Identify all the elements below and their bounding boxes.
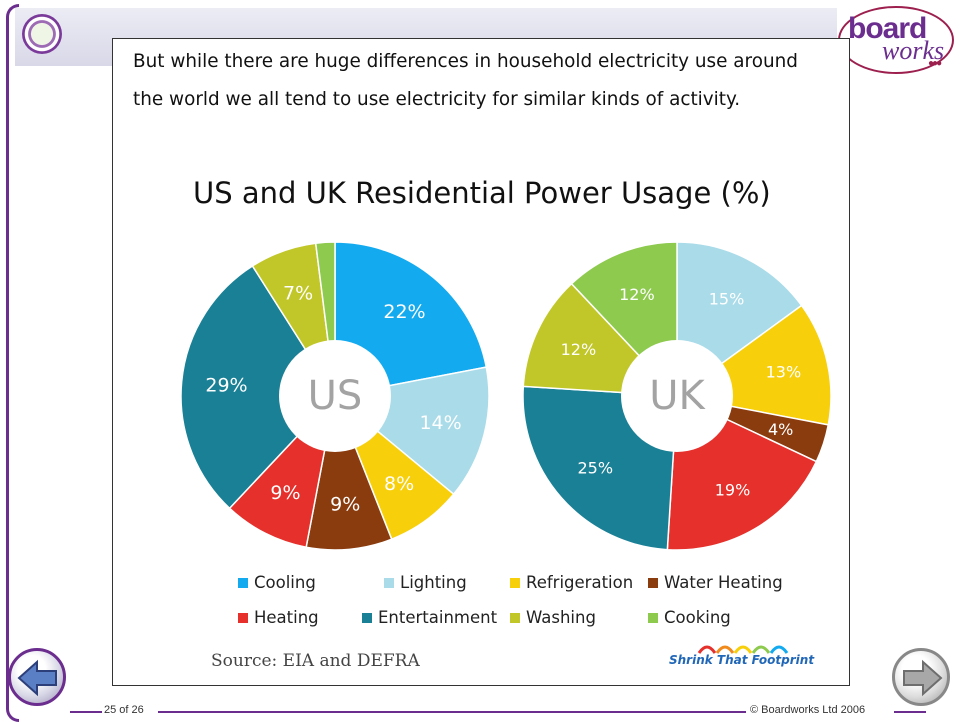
- pie-slice-us-entertainment: [180, 264, 336, 510]
- legend-label: Refrigeration: [526, 573, 634, 592]
- logo-arcs-icon: [697, 645, 789, 654]
- legend-label: Entertainment: [378, 608, 498, 627]
- legend-label: Washing: [526, 608, 596, 627]
- doughnut-hole: [621, 340, 733, 452]
- back-arrow-icon: [17, 659, 57, 697]
- legend-label: Heating: [254, 608, 319, 627]
- footer-line-left: [70, 711, 102, 713]
- logo-dots: ●●●: [928, 58, 942, 69]
- legend-item-washing: Washing: [510, 608, 596, 627]
- slide-content: But while there are huge differences in …: [112, 38, 850, 686]
- previous-slide-button[interactable]: [8, 648, 66, 706]
- slice-label: 9%: [270, 482, 300, 504]
- legend-item-lighting: Lighting: [384, 573, 467, 592]
- slide-frame: [6, 4, 19, 722]
- pie-slice-us-water-heating: [305, 393, 393, 551]
- intro-text: But while there are huge differences in …: [133, 51, 798, 110]
- legend-swatch: [362, 612, 372, 623]
- pie-center-label: US: [308, 373, 363, 419]
- page-number: 25 of 26: [104, 704, 144, 716]
- legend-label: Water Heating: [664, 573, 783, 592]
- legend-swatch: [648, 577, 658, 588]
- slice-label: 19%: [715, 480, 751, 499]
- copyright-text: © Boardworks Ltd 2006: [750, 704, 866, 716]
- legend-swatch: [510, 612, 520, 623]
- slice-label: 14%: [419, 412, 461, 434]
- legend-label: Cooking: [664, 608, 731, 627]
- pie-center-label: UK: [649, 373, 706, 419]
- legend-swatch: [384, 577, 394, 588]
- pie-charts: 22% 14% 8% 9% 9% 29% 7% US 15% 13% 4% 19% 25% 12% 12% U…: [180, 241, 832, 551]
- slice-label: 12%: [619, 285, 655, 304]
- legend-label: Lighting: [400, 573, 467, 592]
- slice-label: 4%: [768, 420, 793, 439]
- source-text: Source: EIA and DEFRA: [211, 651, 420, 671]
- legend-item-water-heating: Water Heating: [648, 573, 783, 592]
- slice-label: 22%: [383, 301, 425, 323]
- legend-swatch: [510, 577, 520, 588]
- slice-label: 25%: [577, 459, 613, 478]
- footer-line-right: [894, 711, 926, 713]
- chart-title: US and UK Residential Power Usage (%): [193, 176, 771, 210]
- next-slide-button[interactable]: [892, 648, 950, 706]
- doughnut-hole: [279, 340, 391, 452]
- legend-label: Cooling: [254, 573, 316, 592]
- footer-line-middle: [158, 711, 746, 713]
- slice-label: 12%: [561, 340, 597, 359]
- legend-item-heating: Heating: [238, 608, 319, 627]
- slice-label: 7%: [283, 282, 313, 304]
- slice-label: 8%: [384, 473, 414, 495]
- school-crest-icon: [22, 14, 62, 54]
- legend-item-refrigeration: Refrigeration: [510, 573, 633, 592]
- legend-swatch: [238, 577, 248, 588]
- logo-word-works: works: [882, 36, 945, 65]
- boardworks-logo: board works ●●●: [836, 2, 956, 74]
- forward-arrow-icon: [903, 659, 943, 697]
- slice-label: 9%: [330, 494, 360, 516]
- legend-swatch: [238, 612, 248, 623]
- source-logo-text: Shrink That Footprint: [669, 653, 815, 667]
- chart-legend: Cooling Lighting Refrigeration Water Hea…: [238, 569, 838, 639]
- slice-label: 29%: [205, 375, 247, 397]
- legend-item-cooling: Cooling: [238, 573, 316, 592]
- shrink-that-footprint-logo: Shrink That Footprint: [667, 639, 814, 679]
- slice-label: 15%: [709, 289, 745, 308]
- legend-item-entertainment: Entertainment: [362, 608, 497, 627]
- logo-word-board: board: [848, 12, 927, 45]
- legend-swatch: [648, 612, 658, 623]
- slice-label: 13%: [766, 363, 802, 382]
- legend-item-cooking: Cooking: [648, 608, 731, 627]
